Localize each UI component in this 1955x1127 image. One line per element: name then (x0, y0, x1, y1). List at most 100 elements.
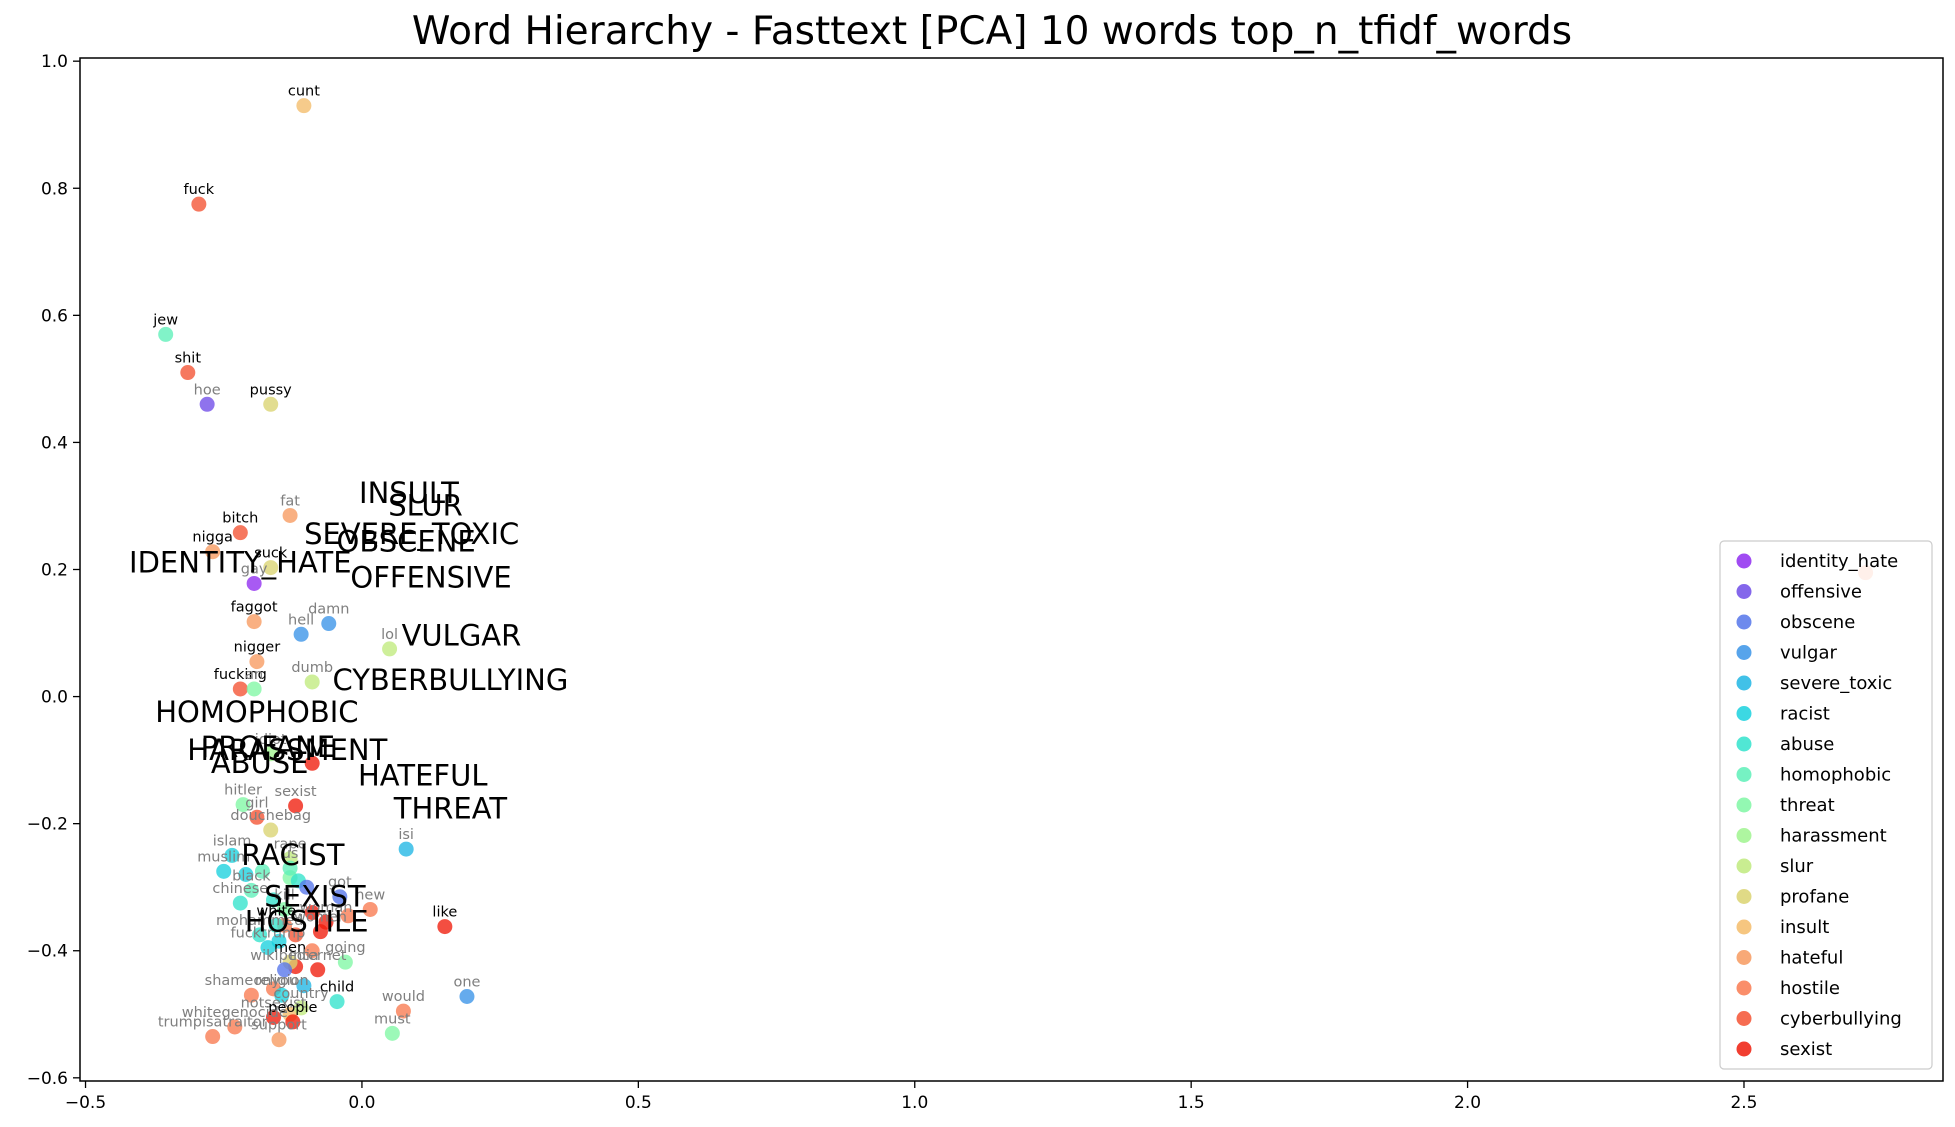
word-label: religion (255, 973, 309, 989)
category-annotation: HOSTILE (245, 905, 369, 939)
category-annotation: OFFENSIVE (350, 560, 511, 594)
scatter-point-got (332, 889, 348, 905)
legend-marker-harassment (1736, 828, 1752, 843)
scatter-point-women (312, 924, 328, 940)
word-label: people (268, 1000, 317, 1016)
legend-label: vulgar (1780, 643, 1838, 664)
scatter-point-suck (263, 560, 279, 576)
word-label: new (355, 887, 385, 903)
category-annotation: ABUSE (211, 746, 309, 780)
word-label: going (325, 940, 366, 956)
points-layer (158, 98, 1874, 1048)
scatter-point-hitler (235, 797, 251, 813)
word-label-layer: cunt fuck jew shit hoe pussy fat bitch nigga suck… (152, 84, 480, 1034)
legend-marker-hateful (1736, 950, 1752, 965)
scatter-point-cunt (296, 98, 312, 114)
legend-label: offensive (1780, 582, 1862, 603)
word-label: child (320, 980, 354, 996)
word-label: pussy (250, 382, 293, 398)
word-label: nigger (234, 640, 281, 656)
scatter-point-country (293, 1000, 309, 1016)
category-annotation: SEVERE_TOXIC (304, 517, 519, 551)
scatter-point-sexist (288, 798, 304, 814)
scatter-point-faggot (246, 614, 262, 630)
chart-title: Word Hierarchy - Fasttext [PCA] 10 words… (412, 9, 1572, 54)
legend-marker-obscene (1736, 614, 1752, 630)
x-tick-label: −0.5 (65, 1093, 106, 1113)
x-tick-label: 1.5 (1178, 1093, 1205, 1113)
scatter-point-isi (398, 841, 414, 857)
category-annotation: OBSCENE (337, 525, 476, 559)
word-label: isi (398, 827, 414, 843)
legend-marker-insult (1736, 919, 1752, 935)
x-tick-label: 0.0 (348, 1093, 375, 1113)
legend-label: profane (1780, 887, 1849, 908)
word-label: trumpisatraitor (158, 1015, 268, 1031)
category-annotation: HOMOPHOBIC (155, 695, 358, 729)
scatter-point-fuck (191, 196, 207, 212)
word-label: woman (300, 900, 353, 916)
word-label: muslim (197, 849, 250, 865)
word-label: chinese (212, 881, 268, 897)
scatter-point (265, 892, 281, 908)
x-tick-label: 0.5 (625, 1093, 652, 1113)
category-annotation: PROFANE (201, 730, 335, 764)
scatter-point-hoe (199, 396, 215, 412)
scatter-point-islam (224, 847, 240, 863)
legend-marker-sexist (1736, 1041, 1752, 1057)
scatter-point-fucktrump (260, 940, 276, 956)
scatter-point (238, 866, 254, 882)
legend-marker-offensive (1736, 584, 1752, 599)
scatter-point (288, 927, 304, 943)
word-label: cunt (288, 84, 320, 100)
word-label: men (274, 940, 306, 956)
scatter-point-whitegenocide (227, 1019, 243, 1035)
scatter-point-mohammed (252, 927, 268, 943)
category-annotation: RACIST (241, 838, 345, 872)
scatter-point-white (268, 917, 284, 933)
scatter-point (296, 978, 312, 994)
category-annotation: HATEFUL (358, 759, 488, 793)
scatter-point-religion (274, 987, 290, 1003)
word-label: douchebag (230, 808, 311, 824)
scatter-point-dumb (304, 674, 320, 690)
scatter-point-damn (321, 616, 337, 632)
word-label: got (328, 875, 352, 891)
category-annotation: IDENTITY_HATE (129, 546, 352, 580)
word-label: shameonyou (205, 973, 298, 989)
scatter-point (304, 943, 320, 959)
category-annotation: VULGAR (402, 619, 522, 653)
x-tick-label: 2.0 (1454, 1093, 1481, 1113)
category-annotation: SLUR (388, 488, 463, 522)
word-label: like (432, 905, 457, 921)
scatter-point-an (246, 681, 262, 697)
word-label: us (282, 846, 299, 862)
word-label: hoe (194, 382, 221, 398)
word-label: girl (245, 795, 268, 811)
legend-label: harassment (1780, 826, 1887, 847)
word-label: rape (274, 837, 307, 853)
word-label: wikipedia (250, 948, 319, 964)
x-tick-label: 1.0 (901, 1093, 928, 1113)
scatter-point-shit (180, 365, 196, 381)
scatter-point (304, 905, 320, 921)
y-tick-label: 1.0 (41, 52, 68, 72)
word-label: lol (381, 627, 398, 643)
word-label: country (273, 986, 329, 1002)
word-label: hitler (224, 783, 262, 799)
word-label: damn (308, 602, 349, 618)
legend-label: slur (1780, 856, 1814, 877)
legend-marker-profane (1736, 889, 1752, 904)
y-tick-label: −0.6 (27, 1069, 68, 1089)
legend: identity_hate offensive obscene vulgar sever… (1719, 540, 1933, 1070)
scatter-point-would (395, 1003, 411, 1019)
legend-marker-identity_hate (1736, 553, 1752, 569)
word-label: gay (241, 561, 268, 577)
word-label: bitch (222, 511, 258, 527)
scatter-point-nigga (205, 544, 221, 560)
word-label: dumb (291, 660, 333, 676)
scatter-point-notsexist (265, 1009, 281, 1025)
scatter-point-like (437, 919, 453, 935)
word-label: whitegenocide (182, 1005, 288, 1021)
